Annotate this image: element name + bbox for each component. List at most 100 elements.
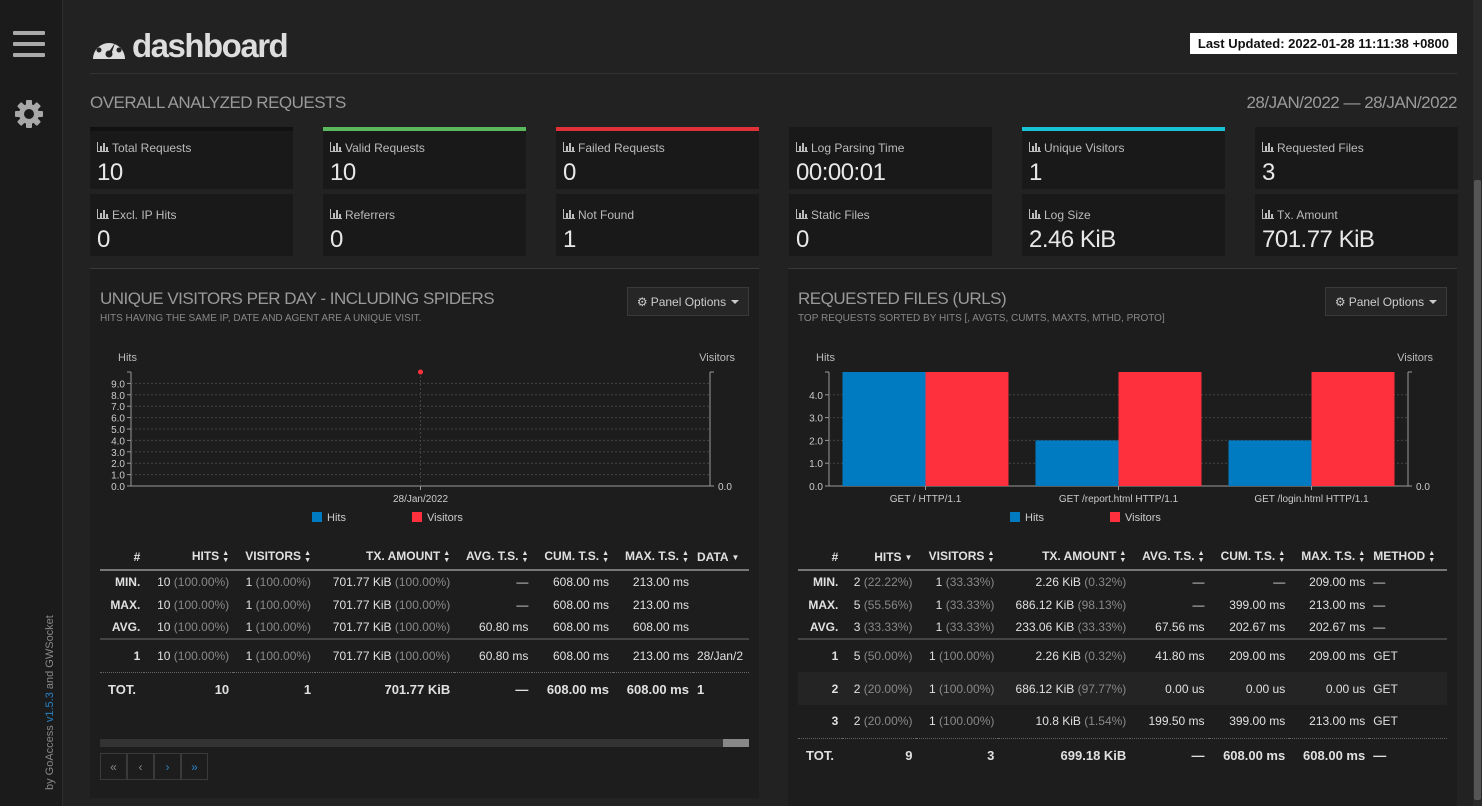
hamburger-menu-icon[interactable] (13, 31, 45, 57)
column-header[interactable]: CUM. T.S. ▲▼ (1208, 544, 1290, 571)
column-header[interactable]: VISITORS ▲▼ (233, 544, 316, 571)
cell-value: 5 (853, 649, 861, 663)
cell-n: 1 (798, 638, 843, 672)
cell-value: 1 (929, 649, 936, 663)
files-panel: REQUESTED FILES (URLS) TOP REQUESTS SORT… (788, 268, 1457, 806)
cell-value: 213.00 ms (1309, 597, 1366, 612)
summary-row-max: MAX. 10 (100.00%) 1 (100.00%) 701.77 KiB (1… (100, 593, 749, 616)
chart-bar-visitors (1118, 372, 1202, 486)
column-header[interactable]: # (798, 544, 843, 571)
total-avg: — (1191, 748, 1205, 764)
column-header[interactable]: HITS ▼ (842, 544, 917, 571)
column-header[interactable]: VISITORS ▲▼ (916, 544, 999, 571)
cell-hits: 10 (100.00%) (144, 593, 233, 616)
sort-icon: ▲▼ (682, 549, 689, 564)
cell-visitors: 1 (33.33%) (916, 570, 998, 593)
cell-max: 209.00 ms (1289, 638, 1370, 672)
sort-icon: ▲▼ (602, 549, 610, 564)
chart-y-tick-label: 4.0 (111, 436, 125, 447)
cell-cum: 608.00 ms (532, 593, 613, 616)
cell-percent: (100.00%) (255, 620, 312, 634)
bar-chart-icon (1029, 209, 1041, 219)
chart-bar-hits (1035, 440, 1119, 486)
column-header[interactable]: MAX. T.S. ▲▼ (613, 544, 693, 571)
cell-value: GET (1373, 714, 1398, 729)
sort-icon: ▲▼ (521, 549, 529, 564)
cell-value: 209.00 ms (1309, 575, 1366, 589)
chart-y-tick-label: 4.0 (809, 391, 823, 402)
column-header-label: CUM. T.S. (1220, 549, 1276, 564)
stat-label-text: Not Found (578, 208, 635, 222)
chart-y-tick-label: 3.0 (111, 448, 125, 459)
files-panel-options-button[interactable]: ⚙ Panel Options (1325, 287, 1447, 316)
cell-value: 2 (853, 681, 861, 696)
stat-card-requested-files: Requested Files 3 (1255, 127, 1458, 189)
summary-row-min: MIN. 10 (100.00%) 1 (100.00%) 701.77 KiB (1… (100, 570, 749, 593)
visitors-panel: UNIQUE VISITORS PER DAY - INCLUDING SPID… (90, 268, 759, 798)
hscroll-thumb[interactable] (723, 739, 749, 747)
legend-hits-label: Hits (327, 512, 346, 524)
column-header[interactable]: DATA ▼ (692, 544, 749, 571)
cell-value: 213.00 ms (632, 648, 689, 663)
legend-visitors-label: Visitors (427, 512, 463, 524)
chart-bar-hits (842, 372, 926, 486)
cell-avg: — (454, 593, 532, 616)
cell-value: — (1192, 575, 1205, 589)
column-header[interactable]: METHOD ▲▼ (1369, 544, 1447, 571)
stat-label-text: Unique Visitors (1044, 141, 1125, 155)
cell-hits: 2 (22.22%) (842, 570, 916, 593)
scrollbar-thumb[interactable] (1474, 180, 1481, 800)
chart-y-tick-label: 3.0 (809, 414, 823, 425)
cell-value: 1 (245, 575, 253, 589)
cell-value: 67.56 ms (1155, 620, 1205, 634)
cell-max: 202.67 ms (1289, 616, 1370, 640)
visitors-panel-options-button[interactable]: ⚙ Panel Options (627, 287, 749, 316)
next-page-button[interactable]: › (154, 753, 181, 780)
version-link[interactable]: v1.5.3 (44, 692, 56, 723)
column-header[interactable]: # (100, 544, 145, 571)
prev-page-button[interactable]: ‹ (127, 753, 154, 780)
first-page-button[interactable]: « (100, 753, 127, 780)
cell-value: 10 (157, 648, 171, 663)
gauge-icon (93, 35, 125, 59)
column-header[interactable]: CUM. T.S. ▲▼ (532, 544, 614, 571)
cell-visitors: 1 (100.00%) (916, 672, 999, 705)
cell-value: 608.00 ms (553, 575, 610, 589)
stat-label: Excl. IP Hits (97, 208, 176, 222)
table-hscrollbar[interactable] (100, 739, 749, 747)
total-hits: 10 (214, 682, 230, 698)
stat-label: Log Size (1029, 208, 1091, 222)
column-header[interactable]: TX. AMOUNT ▲▼ (315, 544, 455, 571)
cell-tx: 701.77 KiB (100.00%) (315, 616, 455, 640)
column-header[interactable]: AVG. T.S. ▲▼ (454, 544, 533, 571)
cell-value: 10.8 KiB (1035, 714, 1081, 729)
last-page-button[interactable]: » (181, 753, 208, 780)
cell-value: 209.00 ms (1229, 649, 1286, 663)
cell-value: — (1373, 620, 1386, 634)
column-header[interactable]: HITS ▲▼ (144, 544, 234, 571)
sort-icon: ▲▼ (304, 549, 312, 564)
cell-value: 399.00 ms (1229, 714, 1286, 729)
settings-gear-icon[interactable] (13, 98, 45, 130)
total-avg: — (515, 682, 529, 698)
stat-card-failed-requests: Failed Requests 0 (556, 127, 759, 189)
stat-value: 0 (330, 226, 343, 253)
cell-value: MIN. (813, 575, 839, 589)
column-header[interactable]: MAX. T.S. ▲▼ (1289, 544, 1370, 571)
column-header[interactable]: AVG. T.S. ▲▼ (1130, 544, 1209, 571)
table-row[interactable]: 1 10 (100.00%) 1 (100.00%) 701.77 KiB (100.… (100, 638, 749, 673)
stat-value: 1 (1029, 159, 1042, 186)
sort-icon: ▲▼ (1197, 549, 1205, 564)
cell-max: 213.00 ms (613, 593, 693, 616)
cell-percent: (97.77%) (1077, 681, 1127, 696)
cell-data (693, 570, 749, 593)
chart-y-tick-label: 1.0 (111, 471, 125, 482)
last-updated: Last Updated: 2022-01-28 11:11:38 +0800 (1189, 33, 1457, 54)
sort-icon: ▲▼ (443, 549, 451, 564)
column-header[interactable]: TX. AMOUNT ▲▼ (998, 544, 1131, 571)
cell-value: 3 (853, 620, 861, 634)
cell-percent: (33.33%) (945, 620, 995, 634)
